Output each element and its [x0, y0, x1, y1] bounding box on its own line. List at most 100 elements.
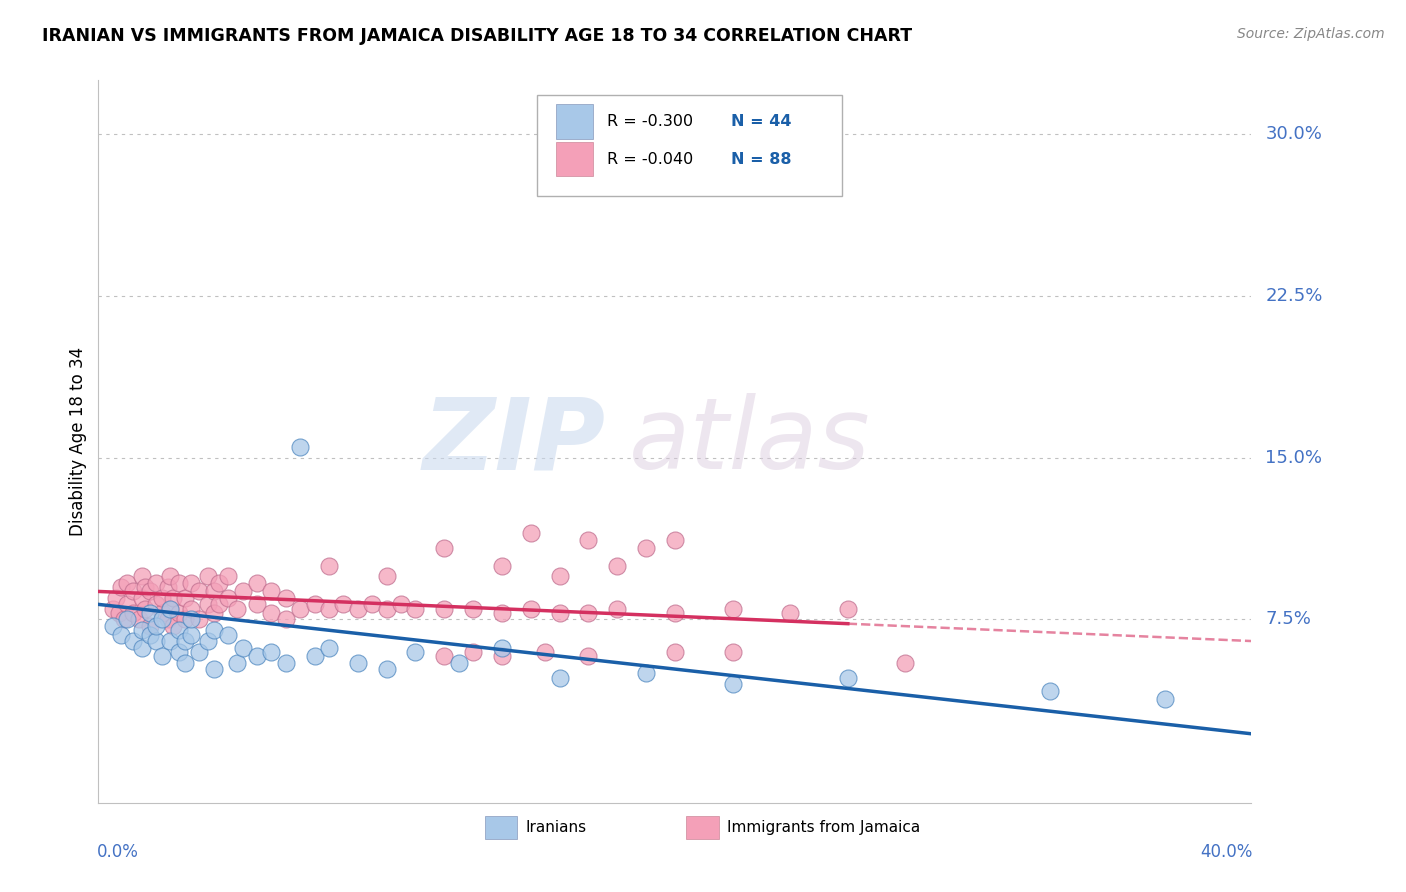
Point	[405, 601, 427, 615]
Point	[139, 619, 162, 633]
Point	[145, 575, 167, 590]
Point	[837, 601, 859, 615]
Y-axis label: Disability Age 18 to 34: Disability Age 18 to 34	[69, 347, 87, 536]
Point	[208, 575, 231, 590]
Text: atlas: atlas	[628, 393, 870, 490]
Point	[225, 656, 247, 670]
Point	[131, 569, 153, 583]
Point	[636, 541, 658, 556]
Point	[346, 656, 368, 670]
Text: Immigrants from Jamaica: Immigrants from Jamaica	[727, 820, 920, 835]
Text: 7.5%: 7.5%	[1265, 610, 1312, 629]
Point	[534, 645, 557, 659]
Text: R = -0.040: R = -0.040	[607, 152, 693, 167]
Point	[159, 601, 181, 615]
Point	[332, 598, 354, 612]
Point	[117, 612, 139, 626]
Bar	[686, 816, 718, 838]
Point	[433, 541, 456, 556]
Point	[180, 575, 202, 590]
Point	[122, 634, 145, 648]
Point	[304, 598, 326, 612]
Point	[156, 612, 179, 626]
Point	[131, 640, 153, 655]
Point	[375, 569, 398, 583]
Point	[150, 612, 173, 626]
Point	[491, 649, 513, 664]
Point	[174, 634, 197, 648]
Point	[167, 606, 190, 620]
Point	[447, 656, 470, 670]
Point	[578, 649, 600, 664]
Point	[159, 601, 181, 615]
Point	[231, 640, 254, 655]
Point	[110, 627, 132, 641]
Text: 22.5%: 22.5%	[1265, 287, 1323, 305]
Point	[174, 591, 197, 605]
Text: 40.0%: 40.0%	[1201, 843, 1253, 861]
Point	[117, 575, 139, 590]
Point	[128, 612, 150, 626]
Point	[361, 598, 384, 612]
Point	[318, 558, 340, 573]
Point	[188, 584, 211, 599]
Point	[260, 584, 283, 599]
Point	[180, 612, 202, 626]
Bar	[557, 104, 593, 139]
Point	[202, 662, 225, 676]
Point	[162, 619, 184, 633]
Point	[1039, 683, 1062, 698]
Point	[318, 601, 340, 615]
Point	[202, 624, 225, 638]
Point	[664, 645, 686, 659]
Text: N = 44: N = 44	[731, 114, 792, 129]
Point	[260, 606, 283, 620]
Point	[134, 580, 156, 594]
Point	[150, 649, 173, 664]
Point	[180, 601, 202, 615]
Point	[162, 591, 184, 605]
Point	[202, 606, 225, 620]
Point	[150, 606, 173, 620]
Point	[274, 656, 297, 670]
Point	[107, 606, 129, 620]
Point	[197, 634, 219, 648]
Point	[290, 440, 312, 454]
Point	[112, 612, 135, 626]
Point	[491, 606, 513, 620]
Point	[260, 645, 283, 659]
Point	[117, 598, 139, 612]
Text: 15.0%: 15.0%	[1265, 449, 1322, 467]
Point	[145, 598, 167, 612]
Point	[548, 606, 571, 620]
Point	[197, 598, 219, 612]
Point	[405, 645, 427, 659]
Point	[246, 575, 269, 590]
Point	[433, 601, 456, 615]
Text: Source: ZipAtlas.com: Source: ZipAtlas.com	[1237, 27, 1385, 41]
Point	[246, 649, 269, 664]
Point	[721, 677, 744, 691]
Point	[104, 591, 127, 605]
Point	[145, 619, 167, 633]
Point	[636, 666, 658, 681]
Point	[346, 601, 368, 615]
Point	[548, 671, 571, 685]
Point	[779, 606, 801, 620]
Point	[134, 601, 156, 615]
Point	[231, 584, 254, 599]
Point	[606, 558, 628, 573]
Point	[304, 649, 326, 664]
Bar	[557, 142, 593, 177]
Point	[139, 606, 162, 620]
Point	[375, 601, 398, 615]
Point	[139, 627, 162, 641]
Point	[548, 569, 571, 583]
Point	[150, 591, 173, 605]
Point	[217, 569, 239, 583]
Point	[520, 526, 543, 541]
Point	[491, 640, 513, 655]
Point	[101, 601, 124, 615]
Point	[156, 580, 179, 594]
Point	[433, 649, 456, 664]
